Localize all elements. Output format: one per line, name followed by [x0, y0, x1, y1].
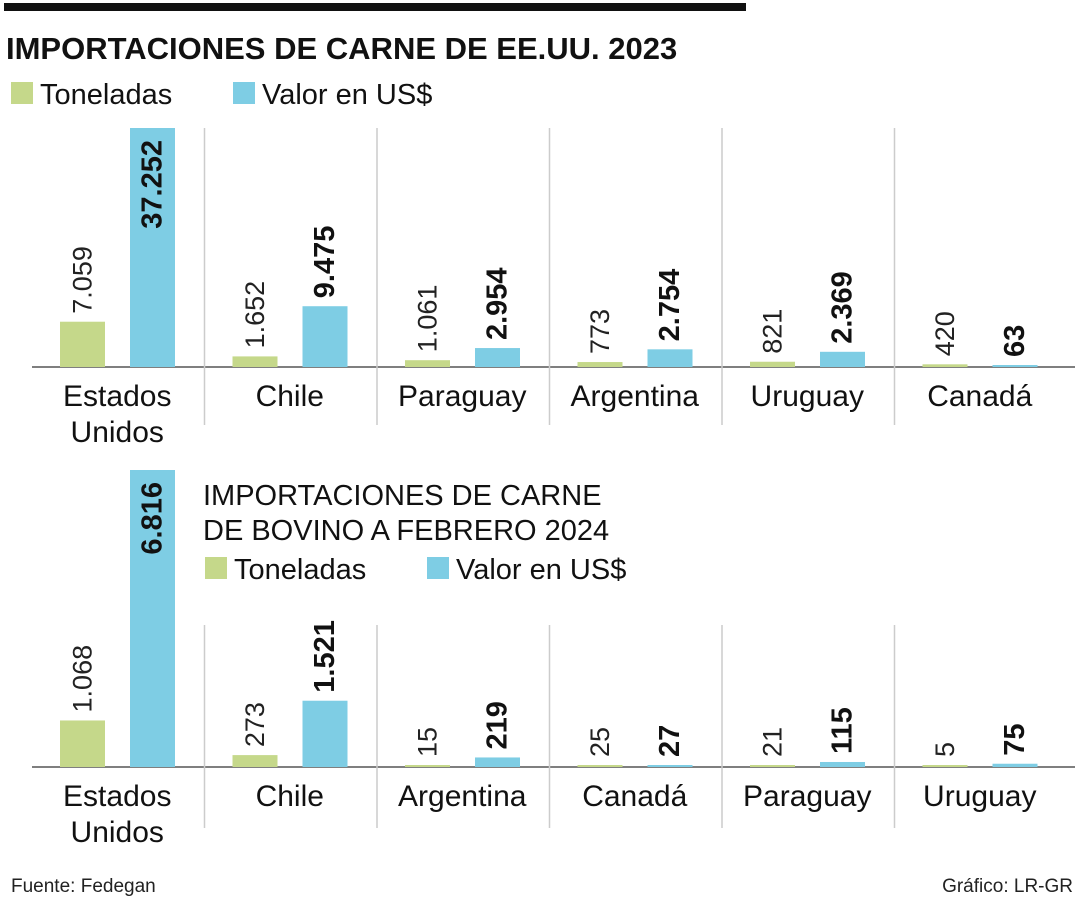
chart1-bar-valor — [302, 306, 348, 367]
chart1-plot: 7.059 37.252 Estados Unidos 1.652 9.475 Chile 1… — [32, 128, 1075, 449]
chart2-bar-toneladas — [232, 755, 278, 767]
chart1-bar-toneladas — [922, 364, 968, 367]
chart2-title-line2: DE BOVINO A FEBRERO 2024 — [203, 515, 609, 547]
chart2-plot: 1.068 6.816 Estados Unidos 273 1.521 Chile 15 21… — [32, 470, 1075, 849]
chart2-value-label: 1.521 — [309, 620, 341, 693]
chart1-bar-valor — [647, 349, 693, 367]
legend1-label-toneladas: Toneladas — [40, 79, 172, 111]
chart1-value-label: 773 — [585, 309, 615, 354]
chart1-category-label: Uruguay — [751, 380, 864, 413]
top-rule — [4, 3, 746, 11]
chart2-bar-valor — [647, 765, 693, 767]
chart2-category-label: Paraguay — [743, 780, 871, 813]
chart1-value-label: 1.061 — [413, 285, 443, 353]
chart1-bar-valor — [130, 128, 175, 367]
chart1-category-label: Chile — [256, 380, 324, 413]
chart1-bar-valor — [475, 348, 520, 367]
chart1-value-label: 9.475 — [309, 226, 341, 299]
chart1-value-label: 1.652 — [240, 281, 270, 349]
chart1-category-label: Argentina — [571, 380, 700, 413]
chart1-title: IMPORTACIONES DE CARNE DE EE.UU. 2023 — [6, 31, 677, 66]
chart2-category-label: Chile — [256, 780, 324, 813]
chart2-value-label: 25 — [585, 727, 615, 757]
chart2-category-label: Estados Unidos — [63, 780, 171, 849]
chart2-category-label: Uruguay — [923, 780, 1036, 813]
chart2-bar-valor — [992, 763, 1038, 767]
chart2-value-label: 219 — [482, 701, 514, 749]
chart2-bar-toneladas — [922, 765, 968, 767]
chart1-category-label: Estados Unidos — [63, 380, 171, 449]
chart2-value-label: 15 — [413, 727, 443, 757]
chart2-category-label: Canadá — [582, 780, 687, 813]
chart2-bar-toneladas — [60, 720, 105, 767]
source-note: Fuente: Fedegan — [11, 876, 156, 897]
chart2-bar-valor — [475, 757, 520, 767]
chart1-category-label: Paraguay — [398, 380, 526, 413]
chart1-value-label: 2.954 — [482, 267, 514, 340]
chart2-bar-toneladas — [577, 765, 623, 767]
chart1-value-label: 2.754 — [654, 269, 686, 342]
chart2-value-label: 115 — [827, 707, 859, 754]
chart1-bar-valor — [992, 365, 1038, 367]
chart2-value-label: 75 — [999, 723, 1031, 755]
legend1-label-valor: Valor en US$ — [262, 79, 432, 111]
chart2-value-label: 21 — [758, 727, 788, 757]
legend1-swatch-toneladas — [11, 82, 33, 104]
chart2-title-line1: IMPORTACIONES DE CARNE — [203, 480, 602, 512]
chart1-value-label: 420 — [930, 311, 960, 356]
chart2-bar-toneladas — [750, 765, 795, 767]
chart1-bar-toneladas — [60, 321, 105, 367]
chart1-bar-toneladas — [232, 356, 278, 367]
chart2-category-label: Argentina — [398, 780, 527, 813]
chart1-value-label: 63 — [999, 325, 1031, 357]
chart2-value-label: 273 — [240, 702, 270, 747]
legend2-swatch-toneladas — [205, 557, 227, 579]
chart1-value-label: 37.252 — [137, 140, 169, 229]
chart2-value-label: 27 — [654, 725, 686, 757]
chart1-bar-toneladas — [405, 360, 450, 367]
legend1-swatch-valor — [233, 82, 255, 104]
chart1-bar-valor — [820, 351, 865, 367]
chart1-value-label: 821 — [758, 309, 788, 354]
chart2-bar-valor — [130, 470, 175, 767]
chart1-value-label: 7.059 — [68, 246, 98, 314]
chart2-value-label: 6.816 — [137, 482, 169, 555]
legend2-label-valor: Valor en US$ — [456, 554, 626, 586]
legend2-label-toneladas: Toneladas — [234, 554, 366, 586]
credit-note: Gráfico: LR-GR — [942, 876, 1073, 897]
chart2-bar-toneladas — [405, 765, 450, 767]
chart1-bar-toneladas — [577, 362, 623, 367]
chart1-value-label: 2.369 — [827, 271, 859, 344]
chart2-value-label: 5 — [930, 742, 960, 757]
legend2-swatch-valor — [427, 557, 449, 579]
chart1-category-label: Canadá — [927, 380, 1032, 413]
chart2-bar-valor — [820, 761, 865, 767]
chart2-value-label: 1.068 — [68, 645, 98, 713]
chart1-bar-toneladas — [750, 361, 795, 367]
chart2-bar-valor — [302, 700, 348, 767]
